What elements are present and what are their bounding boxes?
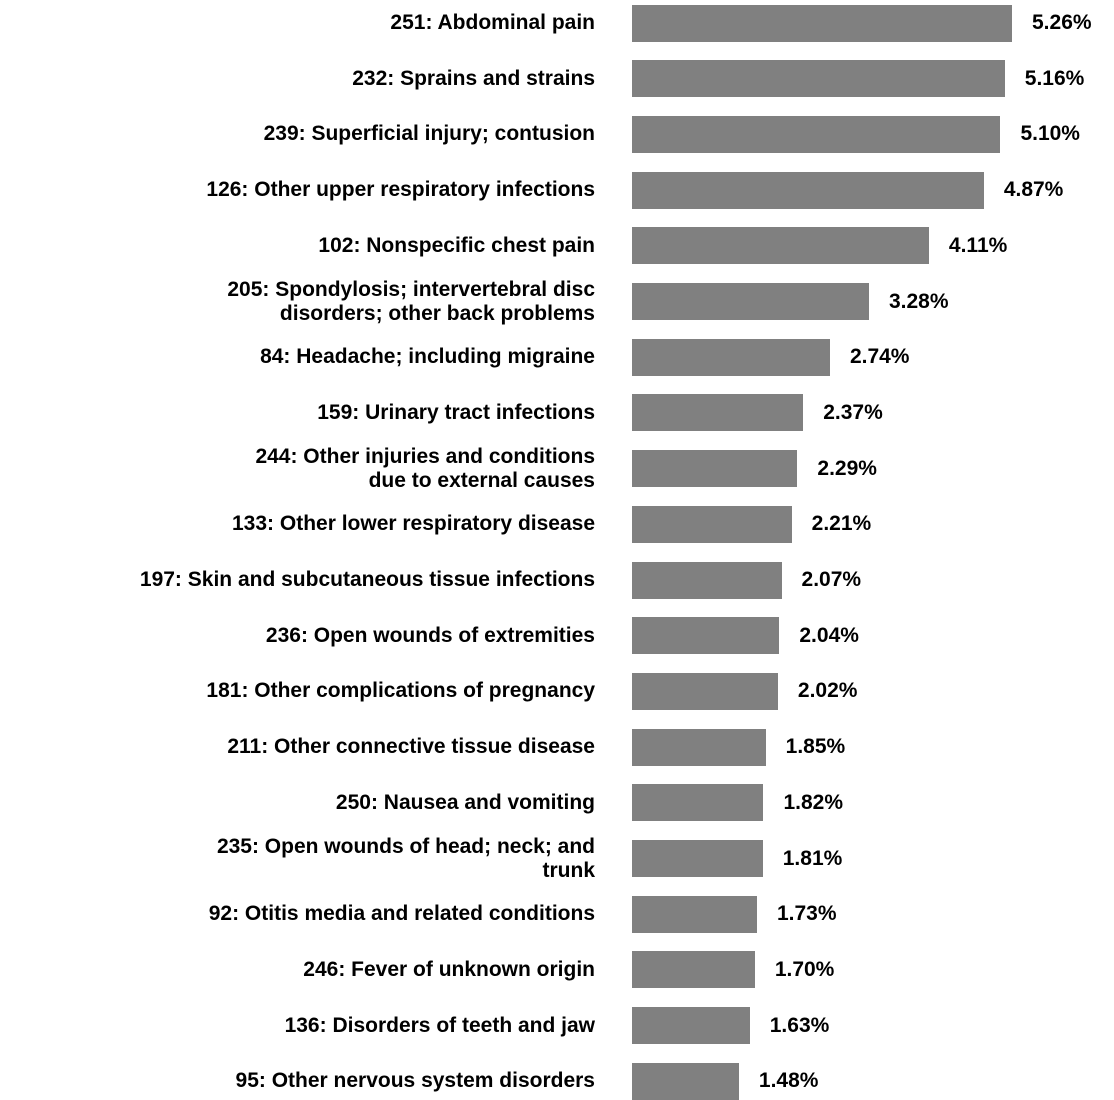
category-label: 236: Open wounds of extremities (265, 623, 595, 647)
category-label: 133: Other lower respiratory disease (232, 512, 595, 536)
bar (632, 115, 1001, 153)
value-label: 2.04% (799, 623, 859, 647)
bar (632, 4, 1012, 42)
category-label: 232: Sprains and strains (352, 66, 595, 90)
value-label: 2.29% (817, 456, 877, 480)
value-label: 1.63% (769, 1013, 830, 1037)
category-label: 126: Other upper respiratory infections (206, 178, 595, 202)
value-label: 5.10% (1020, 122, 1080, 146)
bar (632, 450, 798, 488)
value-label: 1.70% (774, 957, 835, 981)
bar (632, 951, 755, 989)
value-label: 2.21% (811, 512, 872, 536)
value-label: 2.02% (797, 679, 858, 703)
category-label: 251: Abdominal pain (390, 11, 595, 34)
bar (632, 171, 984, 209)
value-label: 1.82% (783, 790, 844, 814)
value-label: 4.87% (1003, 178, 1064, 202)
bar (632, 561, 782, 599)
category-label: 211: Other connective tissue disease (227, 735, 595, 759)
bar (632, 283, 869, 320)
category-label: 92: Otitis media and related conditions (208, 902, 595, 926)
category-label: 181: Other complications of pregnancy (206, 679, 595, 703)
value-label: 1.85% (785, 735, 846, 759)
category-label: 95: Other nervous system disorders (235, 1069, 595, 1093)
value-label: 5.16% (1024, 66, 1085, 90)
bar (632, 784, 764, 822)
category-label: 239: Superficial injury; contusion (263, 122, 595, 146)
bar (632, 227, 929, 265)
category-label: 205: Spondylosis; intervertebral disc di… (227, 277, 595, 325)
value-label: 2.07% (801, 568, 862, 591)
bar (632, 60, 1005, 98)
value-label: 5.26% (1032, 11, 1092, 34)
category-label: 197: Skin and subcutaneous tissue infect… (139, 568, 595, 591)
bar (632, 617, 780, 655)
bar (632, 728, 766, 766)
bar (632, 338, 830, 376)
bar (632, 840, 763, 877)
category-label: 102: Nonspecific chest pain (318, 233, 595, 257)
bar (632, 672, 778, 710)
value-label: 1.48% (758, 1069, 819, 1093)
value-label: 3.28% (888, 289, 949, 313)
bar (632, 505, 792, 543)
value-label: 1.81% (782, 846, 843, 870)
category-label: 84: Headache; including migraine (260, 345, 595, 369)
value-label: 2.37% (823, 400, 883, 424)
value-label: 2.74% (849, 345, 910, 369)
value-label: 1.73% (776, 902, 837, 926)
value-label: 4.11% (948, 233, 1008, 257)
bar (632, 394, 804, 432)
category-label: 244: Other injuries and conditions due t… (255, 444, 595, 492)
bar (632, 1062, 739, 1100)
bar (632, 895, 757, 933)
category-label: 235: Open wounds of head; neck; and trun… (216, 834, 595, 882)
category-label: 250: Nausea and vomiting (335, 790, 595, 814)
category-label: 136: Disorders of teeth and jaw (284, 1013, 595, 1037)
category-label: 246: Fever of unknown origin (303, 957, 595, 981)
bar (632, 1007, 750, 1045)
category-label: 159: Urinary tract infections (317, 400, 595, 424)
